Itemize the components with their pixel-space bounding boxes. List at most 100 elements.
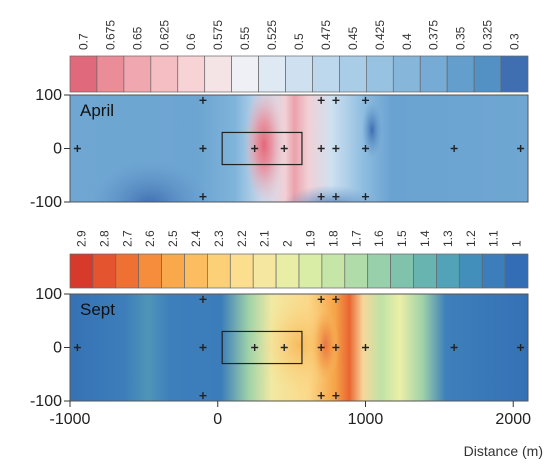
colorbar-tick-label: 1.7 (349, 230, 363, 247)
colorbar-tick-labels-april: 0.7 0.675 0.65 0.625 0.6 0.575 0.55 0.525 0.5 0.4… (76, 20, 521, 50)
colorbar-swatch (96, 55, 125, 93)
colorbar-tick-label: 2.8 (97, 230, 111, 247)
y-tick-label: -100 (30, 194, 62, 211)
colorbar-tick-label: 1.3 (441, 230, 455, 247)
colorbar-swatch (69, 253, 94, 289)
highlight-box-april (221, 131, 303, 166)
x-axis: -1000 0 1000 2000 (50, 401, 531, 428)
panel-title-april: April (80, 101, 114, 120)
colorbar-swatch (344, 253, 369, 289)
colorbar-tick-label: 2.5 (166, 230, 180, 247)
measurement-point (450, 344, 458, 351)
colorbar-tick-label: 0.35 (454, 26, 468, 50)
colorbar-swatch (500, 55, 529, 93)
colorbar-tick-label: 0.7 (76, 33, 90, 50)
colorbar-tick-label: 0.475 (319, 20, 333, 50)
colorbar-tick-label: 2.6 (143, 230, 157, 247)
colorbar-tick-label: 1.6 (372, 230, 386, 247)
colorbar-tick-label: 1.9 (303, 230, 317, 247)
colorbar-swatch (150, 55, 179, 93)
x-tick-label: 0 (213, 411, 222, 428)
measurement-point (450, 145, 458, 152)
colorbar-tick-label: 0.5 (292, 33, 306, 50)
measurement-points-april (73, 96, 525, 201)
measurement-point (517, 344, 525, 351)
measurement-point (361, 145, 369, 152)
colorbar-tick-label: 0.375 (427, 20, 441, 50)
colorbar-swatch (184, 253, 208, 289)
colorbar-swatch (207, 253, 231, 289)
colorbar-swatch (204, 55, 232, 93)
colorbar-swatch (177, 55, 206, 93)
measurement-point (199, 145, 207, 152)
colorbar-tick-label: 2.4 (189, 230, 203, 247)
colorbar-tick-label: 2.3 (212, 230, 226, 247)
measurement-point (332, 295, 340, 303)
colorbar-swatch (231, 55, 259, 93)
highlight-box-sept (221, 330, 303, 365)
measurement-point (317, 96, 325, 104)
colorbar-swatch (115, 253, 140, 289)
colorbar-swatch (275, 253, 300, 289)
colorbar-swatch (367, 253, 391, 289)
colorbar-april (69, 55, 529, 93)
colorbar-tick-label: 1.2 (464, 230, 478, 247)
colorbar-tick-label: 1.4 (418, 230, 432, 247)
colorbar-swatch (473, 55, 502, 93)
measurement-point (317, 193, 325, 201)
colorbar-tick-label: 0.525 (265, 20, 279, 50)
measurement-point (317, 344, 325, 351)
colorbar-swatch (390, 253, 414, 289)
colorbar-tick-label: 0.4 (400, 33, 414, 50)
colorbar-tick-label: 2.2 (235, 230, 249, 247)
measurement-point (280, 344, 288, 351)
colorbar-swatch (419, 55, 448, 93)
measurement-point (332, 392, 340, 400)
x-tick-label: 2000 (495, 411, 531, 428)
x-axis-label: Distance (m) (464, 443, 543, 459)
measurement-point (517, 145, 525, 152)
colorbar-swatch (481, 253, 506, 289)
colorbar-swatch (312, 55, 340, 93)
colorbar-tick-label: 2.1 (258, 230, 272, 247)
colorbar-swatch (161, 253, 185, 289)
colorbar-tick-label: 2.7 (120, 230, 134, 247)
measurement-point (317, 295, 325, 303)
colorbar-tick-label: 0.6 (184, 33, 198, 50)
colorbar-swatch (504, 253, 529, 289)
colorbar-swatch (285, 55, 313, 93)
measurement-point (199, 344, 207, 351)
colorbar-swatch (392, 55, 421, 93)
measurement-point (361, 344, 369, 351)
colorbar-tick-label: 0.575 (211, 20, 225, 50)
measurement-point (317, 392, 325, 400)
colorbar-swatch (366, 55, 394, 93)
colorbar-swatch (339, 55, 367, 93)
measurement-point (199, 96, 207, 104)
colorbar-swatch (252, 253, 277, 289)
measurement-point (361, 193, 369, 201)
measurement-point (251, 145, 259, 152)
measurement-point (317, 145, 325, 152)
colorbar-tick-label: 0.425 (373, 20, 387, 50)
colorbar-sept (69, 253, 529, 289)
highlight-box-rect (221, 330, 303, 365)
colorbar-tick-label: 0.45 (346, 26, 360, 50)
colorbar-tick-label: 0.55 (238, 26, 252, 50)
highlight-box-rect (221, 131, 303, 166)
colorbar-tick-label: 1.8 (326, 230, 340, 247)
colorbar-tick-label: 1.1 (487, 230, 501, 247)
colorbar-swatch (321, 253, 346, 289)
y-tick-label: 0 (53, 340, 62, 357)
measurement-point (280, 145, 288, 152)
colorbar-swatch (258, 55, 286, 93)
y-tick-label: 100 (35, 87, 62, 104)
colorbar-tick-label: 0.65 (130, 26, 144, 50)
y-tick-label: 100 (35, 286, 62, 303)
colorbar-swatch (229, 253, 254, 289)
colorbar-swatch (69, 55, 98, 93)
colorbar-tick-label: 2 (281, 240, 295, 247)
measurement-point (332, 193, 340, 201)
colorbar-tick-label: 0.3 (508, 33, 522, 50)
